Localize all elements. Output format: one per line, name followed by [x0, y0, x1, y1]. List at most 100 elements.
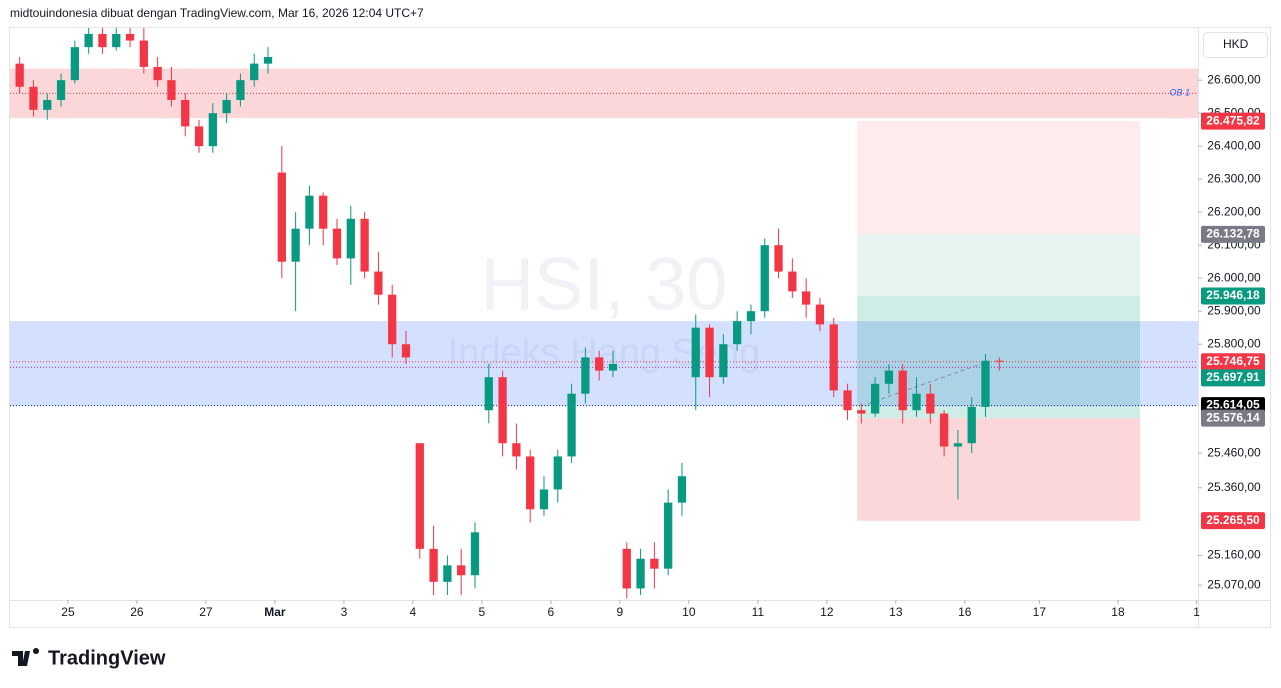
x-tick-label: 9 — [617, 605, 624, 619]
candle-body — [774, 245, 783, 272]
x-tick-label: 5 — [479, 605, 486, 619]
candle-body — [843, 390, 852, 411]
x-tick-label: 4 — [410, 605, 417, 619]
candle-body — [457, 565, 466, 576]
candle-body — [953, 443, 963, 447]
candle-body — [98, 33, 107, 48]
candle-body — [733, 321, 742, 345]
price-label: 25.265,50 — [1206, 513, 1260, 527]
candle-body — [277, 172, 286, 262]
x-tick-label: 13 — [889, 605, 903, 619]
x-tick-label: 6 — [548, 605, 555, 619]
x-tick-label: 10 — [682, 605, 696, 619]
x-tick-label: 25 — [61, 605, 75, 619]
x-tick-label: 17 — [1033, 605, 1047, 619]
currency[interactable]: HKD — [1223, 37, 1249, 51]
zone — [857, 121, 1141, 235]
candle-body — [415, 443, 424, 549]
candle-body — [401, 344, 411, 358]
candle-body — [636, 558, 645, 589]
candle-body — [139, 40, 148, 67]
candle-body — [319, 195, 328, 229]
candle-body — [56, 80, 66, 100]
zone — [857, 418, 1141, 521]
candle-body — [498, 377, 507, 444]
candle-body — [484, 377, 493, 411]
x-tick-label: 18 — [1111, 605, 1125, 619]
candle-body — [746, 311, 756, 322]
header-text: midtouindonesia dibuat dengan TradingVie… — [10, 6, 424, 20]
candle-body — [332, 228, 342, 259]
candle-body — [884, 370, 894, 384]
price-label: 25.576,14 — [1206, 410, 1260, 424]
x-tick-label: 1 — [1193, 605, 1200, 619]
currency-button[interactable] — [1203, 32, 1268, 58]
price-label-box — [1201, 409, 1265, 427]
candle-body — [29, 86, 38, 110]
candle-body — [250, 63, 259, 81]
x-tick-label: 3 — [341, 605, 348, 619]
y-tick-label: 26.300,00 — [1207, 171, 1261, 185]
candle-body — [677, 476, 687, 503]
candle-body — [167, 80, 176, 100]
x-tick-label: Mar — [264, 605, 286, 619]
x-tick-label: 11 — [752, 605, 765, 619]
candle-body — [581, 357, 590, 394]
candle-body — [429, 548, 438, 582]
candle-body — [912, 393, 921, 411]
price-label: 26.132,78 — [1206, 227, 1260, 241]
candle-body — [691, 327, 700, 378]
candle-body — [719, 344, 728, 378]
candle-body — [760, 245, 769, 312]
plot: OB 1 — [10, 28, 1198, 599]
y-tick-label: 25.460,00 — [1207, 445, 1261, 459]
candle-body — [567, 393, 576, 457]
candle-body — [291, 228, 300, 262]
candle-body — [208, 113, 217, 147]
candle-body — [374, 271, 383, 295]
price-label-box — [1201, 369, 1265, 387]
price-label: 25.746,75 — [1206, 354, 1260, 368]
y-tick-label: 25.900,00 — [1207, 303, 1261, 317]
candle-body — [857, 410, 866, 414]
candle-body — [595, 357, 604, 371]
candle-body — [539, 489, 549, 510]
candle-body — [898, 370, 907, 411]
candle-body — [553, 456, 562, 490]
frame — [9, 27, 1271, 628]
price-label-box — [1201, 112, 1265, 130]
candle-body — [15, 63, 24, 87]
x-tick-label: 27 — [199, 605, 213, 619]
price-label-box — [1201, 225, 1265, 243]
y-tick-label: 26.200,00 — [1207, 204, 1261, 218]
candle-body — [829, 324, 838, 391]
zone — [10, 321, 1198, 407]
candle-body — [194, 126, 204, 147]
zone-label: OB 1 — [1169, 88, 1190, 98]
price-label: 26.475,82 — [1206, 113, 1260, 127]
candle-body — [236, 80, 245, 100]
candle-body — [981, 360, 990, 407]
candle-body — [360, 218, 369, 272]
brand: TradingView — [48, 647, 166, 669]
y-tick-label: 25.800,00 — [1207, 336, 1261, 350]
candle-body — [870, 383, 880, 414]
candle-body — [650, 558, 659, 569]
price-label: 25.697,91 — [1206, 370, 1260, 384]
candle-body — [70, 47, 79, 81]
candle-body — [705, 327, 714, 378]
candle-body — [802, 291, 811, 305]
y-tick-label: 25.070,00 — [1207, 577, 1261, 591]
candle-body — [305, 195, 314, 229]
watermark-symbol: HSI, 30 — [481, 243, 728, 326]
candle-body — [443, 565, 452, 582]
logo: TradingView — [12, 647, 166, 669]
y-tick-label: 25.360,00 — [1207, 480, 1261, 494]
candle-body — [664, 502, 673, 569]
candle-body — [967, 406, 976, 444]
candle-body — [153, 66, 162, 81]
x-tick-label: 12 — [820, 605, 834, 619]
candle-body — [788, 271, 797, 292]
candle-body — [815, 304, 825, 325]
